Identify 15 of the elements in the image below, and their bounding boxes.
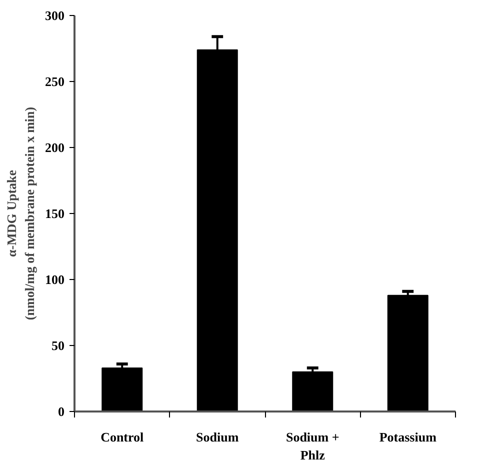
y-tick-label: 50 [52, 338, 64, 353]
y-axis-title: α-MDG Uptake (nmol/mg of membrane protein x min) [4, 106, 37, 320]
x-tick-label: Sodium + Phlz [286, 430, 340, 462]
y-tick-label: 100 [45, 272, 64, 287]
y-tick-label: 300 [45, 8, 64, 23]
bar [102, 367, 143, 412]
x-tick-label: Sodium [196, 430, 239, 444]
bar [387, 294, 428, 412]
y-tick-label: 150 [45, 206, 64, 221]
y-tick-label: 250 [45, 74, 64, 89]
y-tick-label: 0 [58, 404, 64, 419]
bar [292, 371, 334, 412]
x-tick-label: Potassium [379, 430, 437, 444]
y-tick-label: 200 [45, 140, 64, 155]
x-tick-label: Control [100, 430, 144, 444]
